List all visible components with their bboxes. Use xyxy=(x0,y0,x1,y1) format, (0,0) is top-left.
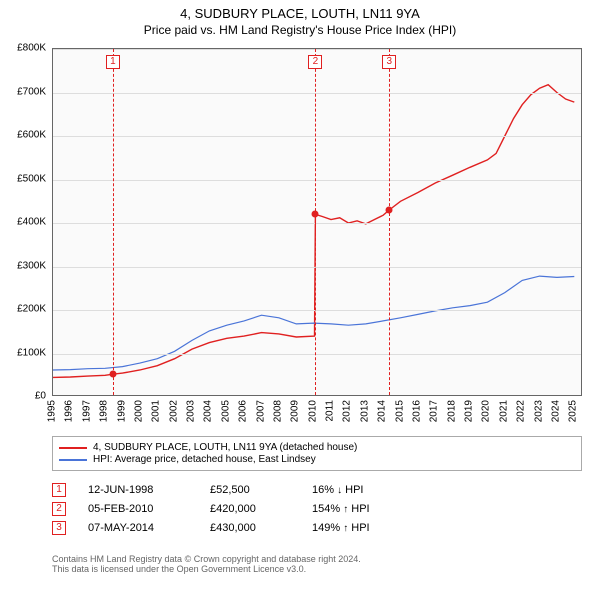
legend-label-hpi: HPI: Average price, detached house, East… xyxy=(93,454,316,465)
y-tick-label: £800K xyxy=(0,43,46,54)
sale-price: £430,000 xyxy=(210,522,290,534)
y-gridline xyxy=(53,354,581,355)
x-tick-label: 1999 xyxy=(116,400,127,422)
arrow-icon: ↑ xyxy=(343,504,348,515)
x-tick-label: 1996 xyxy=(64,400,75,422)
y-gridline xyxy=(53,223,581,224)
legend-item-property: 4, SUDBURY PLACE, LOUTH, LN11 9YA (detac… xyxy=(59,442,575,453)
x-tick-label: 2020 xyxy=(481,400,492,422)
y-tick-label: £600K xyxy=(0,130,46,141)
series-line xyxy=(53,85,574,378)
legend-item-hpi: HPI: Average price, detached house, East… xyxy=(59,454,575,465)
sale-date: 05-FEB-2010 xyxy=(88,503,188,515)
page-title: 4, SUDBURY PLACE, LOUTH, LN11 9YA xyxy=(0,6,600,21)
x-tick-label: 2000 xyxy=(133,400,144,422)
sale-point xyxy=(312,211,319,218)
x-tick-label: 2015 xyxy=(394,400,405,422)
legend-swatch-property xyxy=(59,447,87,449)
x-tick-label: 2013 xyxy=(359,400,370,422)
y-gridline xyxy=(53,180,581,181)
y-gridline xyxy=(53,93,581,94)
x-tick-label: 2004 xyxy=(203,400,214,422)
x-tick-label: 1997 xyxy=(81,400,92,422)
y-tick-label: £300K xyxy=(0,260,46,271)
x-tick-label: 1998 xyxy=(99,400,110,422)
x-tick-label: 2007 xyxy=(255,400,266,422)
y-gridline xyxy=(53,267,581,268)
x-tick-label: 2008 xyxy=(272,400,283,422)
sale-marker-box: 3 xyxy=(52,521,66,535)
legend-swatch-hpi xyxy=(59,459,87,461)
sale-marker-box: 1 xyxy=(106,55,120,69)
sale-date: 12-JUN-1998 xyxy=(88,484,188,496)
x-tick-label: 2017 xyxy=(429,400,440,422)
license-text: Contains HM Land Registry data © Crown c… xyxy=(52,554,582,574)
x-tick-label: 2001 xyxy=(151,400,162,422)
x-tick-label: 2009 xyxy=(290,400,301,422)
x-tick-label: 2022 xyxy=(516,400,527,422)
x-tick-label: 1995 xyxy=(47,400,58,422)
x-tick-label: 2011 xyxy=(325,400,336,422)
sale-marker-box: 1 xyxy=(52,483,66,497)
sale-marker-box: 3 xyxy=(382,55,396,69)
y-tick-label: £400K xyxy=(0,217,46,228)
sale-marker-box: 2 xyxy=(52,502,66,516)
x-tick-label: 2018 xyxy=(446,400,457,422)
y-gridline xyxy=(53,310,581,311)
arrow-icon: ↓ xyxy=(337,485,342,496)
plot-area: 1 2 3 xyxy=(52,48,582,396)
series-line xyxy=(53,276,574,370)
sale-date: 07-MAY-2014 xyxy=(88,522,188,534)
legend-box: 4, SUDBURY PLACE, LOUTH, LN11 9YA (detac… xyxy=(52,436,582,471)
x-tick-label: 2023 xyxy=(533,400,544,422)
x-tick-label: 2006 xyxy=(238,400,249,422)
sale-vline xyxy=(315,49,316,395)
x-tick-label: 2025 xyxy=(568,400,579,422)
x-tick-label: 2002 xyxy=(168,400,179,422)
arrow-icon: ↑ xyxy=(343,523,348,534)
x-tick-label: 2016 xyxy=(411,400,422,422)
x-tick-label: 2019 xyxy=(464,400,475,422)
chart-page: 4, SUDBURY PLACE, LOUTH, LN11 9YA Price … xyxy=(0,0,600,590)
license-line-1: Contains HM Land Registry data © Crown c… xyxy=(52,554,582,564)
license-line-2: This data is licensed under the Open Gov… xyxy=(52,564,582,574)
sale-point xyxy=(386,206,393,213)
sale-row: 2 05-FEB-2010 £420,000 154% ↑ HPI xyxy=(52,502,582,516)
y-gridline xyxy=(53,49,581,50)
y-gridline xyxy=(53,136,581,137)
x-tick-label: 2024 xyxy=(550,400,561,422)
x-tick-label: 2010 xyxy=(307,400,318,422)
y-tick-label: £500K xyxy=(0,173,46,184)
sale-price: £52,500 xyxy=(210,484,290,496)
y-tick-label: £100K xyxy=(0,347,46,358)
x-tick-label: 2012 xyxy=(342,400,353,422)
legend-label-property: 4, SUDBURY PLACE, LOUTH, LN11 9YA (detac… xyxy=(93,442,357,453)
sale-price: £420,000 xyxy=(210,503,290,515)
sale-row: 3 07-MAY-2014 £430,000 149% ↑ HPI xyxy=(52,521,582,535)
sale-row: 1 12-JUN-1998 £52,500 16% ↓ HPI xyxy=(52,483,582,497)
x-tick-label: 2005 xyxy=(220,400,231,422)
y-tick-label: £700K xyxy=(0,86,46,97)
x-tick-label: 2003 xyxy=(186,400,197,422)
x-tick-label: 2021 xyxy=(498,400,509,422)
sale-point xyxy=(109,371,116,378)
sale-pct: 149% ↑ HPI xyxy=(312,522,370,534)
sale-vline xyxy=(113,49,114,395)
sale-pct: 16% ↓ HPI xyxy=(312,484,363,496)
sale-vline xyxy=(389,49,390,395)
sale-pct: 154% ↑ HPI xyxy=(312,503,370,515)
y-tick-label: £200K xyxy=(0,304,46,315)
titles: 4, SUDBURY PLACE, LOUTH, LN11 9YA Price … xyxy=(0,0,600,37)
sales-table: 1 12-JUN-1998 £52,500 16% ↓ HPI 2 05-FEB-2010… xyxy=(52,478,582,540)
chart-area: 123 £0£100K£200K£300K£400K£500K£600K£700… xyxy=(52,48,582,396)
x-tick-label: 2014 xyxy=(377,400,388,422)
page-subtitle: Price paid vs. HM Land Registry's House … xyxy=(0,23,600,37)
sale-marker-box: 2 xyxy=(308,55,322,69)
y-tick-label: £0 xyxy=(0,391,46,402)
